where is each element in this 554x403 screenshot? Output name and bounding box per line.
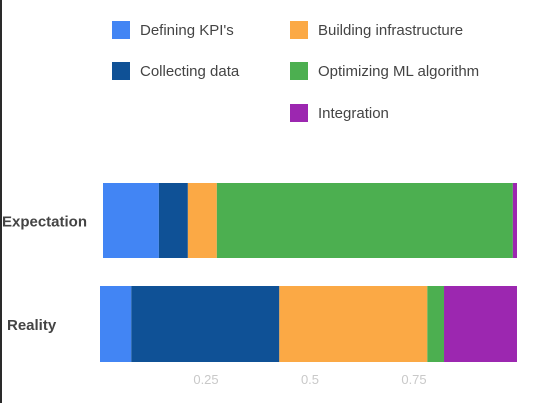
legend-label-collecting-data: Collecting data	[140, 63, 240, 80]
bar-reality-building-infrastructure	[279, 286, 428, 362]
bar-expectation-building-infrastructure	[187, 183, 217, 258]
left-axis-rule	[0, 0, 2, 403]
category-labels: Expectation Reality	[2, 214, 87, 335]
bars	[100, 183, 517, 362]
legend-label-building-infrastructure: Building infrastructure	[318, 22, 463, 39]
legend-swatch-integration	[290, 104, 308, 122]
bar-expectation-defining-kpi-s	[103, 183, 159, 258]
bar-expectation-collecting-data	[158, 183, 188, 258]
x-tick-label: 0.5	[301, 372, 319, 387]
bar-expectation-integration	[512, 183, 517, 258]
legend: Defining KPI's Collecting data Building in…	[112, 21, 479, 122]
category-label-reality: Reality	[7, 317, 57, 334]
legend-swatch-collecting-data	[112, 62, 130, 80]
category-label-expectation: Expectation	[2, 214, 87, 231]
bar-reality-collecting-data	[131, 286, 280, 362]
bar-reality-defining-kpi-s	[100, 286, 132, 362]
legend-label-optimizing-ml-algorithm: Optimizing ML algorithm	[318, 63, 479, 80]
legend-swatch-building-infrastructure	[290, 21, 308, 39]
legend-label-defining-kpi-s: Defining KPI's	[140, 22, 234, 39]
bar-reality-optimizing-ml-algorithm	[427, 286, 445, 362]
bar-reality-integration	[444, 286, 517, 362]
x-tick-label: 0.25	[193, 372, 218, 387]
x-tick-label: 0.75	[401, 372, 426, 387]
legend-swatch-optimizing-ml-algorithm	[290, 62, 308, 80]
legend-label-integration: Integration	[318, 105, 389, 122]
bar-expectation-optimizing-ml-algorithm	[216, 183, 513, 258]
legend-swatch-defining-kpi-s	[112, 21, 130, 39]
x-tick-labels: 0.25 0.5 0.75	[193, 372, 426, 387]
